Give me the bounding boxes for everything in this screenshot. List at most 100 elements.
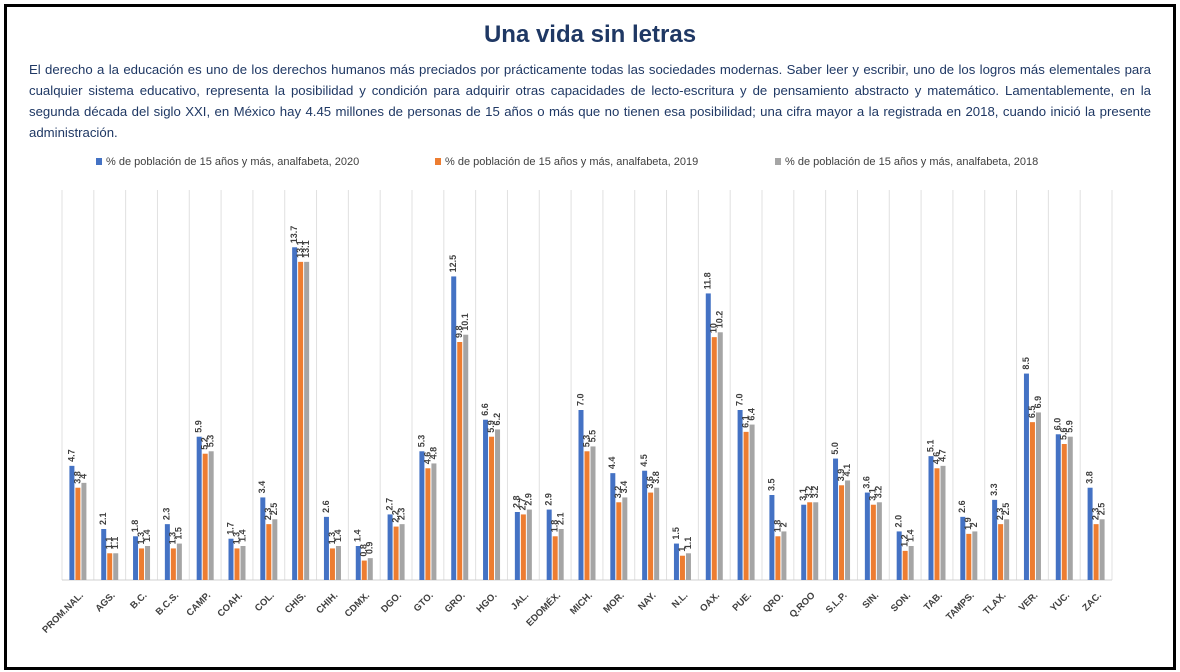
bar [717, 332, 723, 580]
data-label: 4.7 [66, 449, 76, 462]
data-label: 5.9 [194, 420, 204, 433]
bar [908, 546, 914, 580]
x-tick-label: OAX. [698, 590, 722, 614]
bar [870, 504, 876, 580]
bar [966, 533, 972, 580]
x-tick-label: Q.ROO [787, 590, 817, 620]
bar [642, 470, 648, 580]
data-label: 1.1 [104, 537, 114, 550]
data-label: 4.7 [937, 449, 947, 462]
legend-label: % de población de 15 años y más, analfab… [445, 156, 698, 168]
bar [164, 524, 170, 580]
bar [361, 560, 367, 580]
bar [1055, 434, 1061, 580]
bar [622, 497, 628, 580]
bar [355, 546, 361, 580]
bar [514, 512, 520, 580]
x-tick-label: COL. [253, 590, 277, 614]
legend-swatch [775, 158, 781, 165]
data-label: 1.8 [772, 520, 782, 533]
data-label: 3.8 [1084, 471, 1094, 484]
data-label: 4.6 [422, 452, 432, 465]
bar [813, 502, 819, 580]
data-label: 2.5 [1096, 503, 1106, 516]
data-label: 2.2 [390, 510, 400, 523]
data-label: 4.6 [931, 452, 941, 465]
bar [972, 531, 978, 580]
data-label: 2.1 [556, 512, 566, 525]
bar [864, 492, 870, 580]
bar [876, 502, 882, 580]
data-label: 6.4 [746, 408, 756, 421]
bar [431, 463, 437, 580]
data-label: 1.1 [110, 537, 120, 550]
x-tick-label: JAL. [509, 590, 531, 612]
data-label: 1.5 [174, 527, 184, 540]
data-label: 2.3 [995, 508, 1005, 521]
bar [769, 495, 775, 580]
x-tick-label: CHIS. [283, 590, 309, 616]
bar [489, 436, 495, 580]
bar [775, 536, 781, 580]
data-label: 1.3 [231, 532, 241, 545]
bar [934, 468, 940, 580]
data-label: 6.9 [1033, 396, 1043, 409]
data-label: 13.1 [295, 240, 305, 258]
bar [399, 524, 405, 580]
bar [139, 548, 145, 580]
bar [928, 456, 934, 580]
bar [801, 504, 807, 580]
legend-label: % de población de 15 años y más, analfab… [106, 156, 359, 168]
x-tick-label: PUE. [731, 590, 754, 613]
bar [292, 247, 298, 581]
x-tick-label: SIN. [860, 590, 881, 611]
x-tick-label: VER. [1017, 590, 1040, 613]
x-tick-label: COAH. [215, 590, 244, 619]
bar [81, 482, 87, 580]
data-label: 1.4 [333, 529, 343, 542]
bar [170, 548, 176, 580]
bar [208, 451, 214, 580]
legend-label: % de población de 15 años y más, analfab… [785, 156, 1038, 168]
bar [1061, 444, 1067, 580]
bar [590, 446, 596, 580]
bar [228, 538, 234, 580]
bar [101, 529, 107, 580]
bar [743, 431, 749, 580]
x-tick-label: AGS. [93, 590, 117, 614]
bar [272, 519, 278, 580]
data-label: 6.6 [480, 403, 490, 416]
bar [425, 468, 431, 580]
chart-title: Una vida sin letras [483, 21, 697, 48]
bar [616, 502, 622, 580]
bar [387, 514, 393, 580]
data-label: 13.1 [301, 240, 311, 258]
data-label: 8.5 [1021, 357, 1031, 370]
data-label: 1.4 [142, 529, 152, 542]
data-label: 5.9 [486, 420, 496, 433]
data-label: 3.4 [619, 481, 629, 494]
data-label: 3.8 [72, 471, 82, 484]
x-tick-label: YUC. [1048, 590, 1072, 614]
data-label: 1.1 [683, 537, 693, 550]
data-label: 3.9 [836, 469, 846, 482]
x-tick-label: S.L.P. [824, 590, 850, 616]
bar [654, 487, 660, 580]
bar [673, 543, 679, 580]
data-label: 5.6 [1059, 427, 1069, 440]
data-label: 3.4 [257, 481, 267, 494]
bar [1067, 436, 1073, 580]
data-label: 2.9 [544, 493, 554, 506]
bar [737, 410, 743, 580]
x-tick-label: MOR. [601, 590, 626, 615]
bar [749, 424, 755, 580]
data-label: 2.8 [512, 495, 522, 508]
intro-text: El derecho a la educación es uno de los … [29, 62, 1151, 140]
data-label: 2.3 [162, 508, 172, 521]
legend-swatch [96, 158, 102, 165]
data-label: 1.4 [237, 529, 247, 542]
x-tick-label: CAMP. [185, 590, 214, 619]
data-label: 2.7 [518, 498, 528, 511]
data-label: 2.5 [269, 503, 279, 516]
